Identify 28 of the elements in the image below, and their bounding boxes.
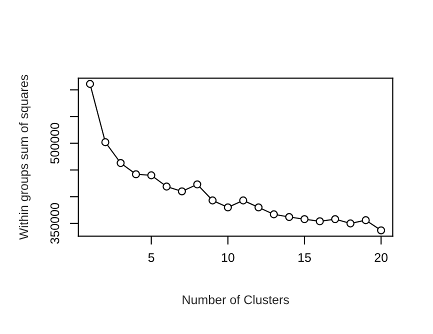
y-tick-label: 500000 bbox=[50, 122, 60, 164]
point bbox=[193, 180, 202, 188]
point bbox=[270, 210, 278, 218]
x-axis-title: Number of Clusters bbox=[182, 295, 289, 304]
point bbox=[254, 203, 263, 212]
point bbox=[285, 212, 294, 222]
point bbox=[377, 226, 386, 234]
point bbox=[162, 182, 171, 191]
point bbox=[239, 196, 248, 204]
point bbox=[101, 138, 110, 146]
point bbox=[224, 203, 232, 212]
point bbox=[300, 215, 309, 224]
point bbox=[86, 80, 94, 88]
x-tick-label: 5 bbox=[148, 253, 154, 262]
point bbox=[178, 187, 186, 196]
y-tick-label: 350000 bbox=[50, 203, 60, 244]
point bbox=[132, 170, 140, 178]
point bbox=[331, 215, 340, 224]
x-tick-label: 15 bbox=[298, 253, 311, 262]
x-tick-label: 10 bbox=[222, 253, 234, 262]
y-axis-title: Within groups sum of squares bbox=[18, 74, 31, 240]
point bbox=[346, 219, 354, 228]
point bbox=[116, 159, 125, 168]
point bbox=[147, 171, 156, 180]
point bbox=[362, 216, 370, 224]
point bbox=[316, 217, 324, 226]
point bbox=[208, 196, 217, 204]
x-tick-label: 20 bbox=[374, 253, 388, 262]
